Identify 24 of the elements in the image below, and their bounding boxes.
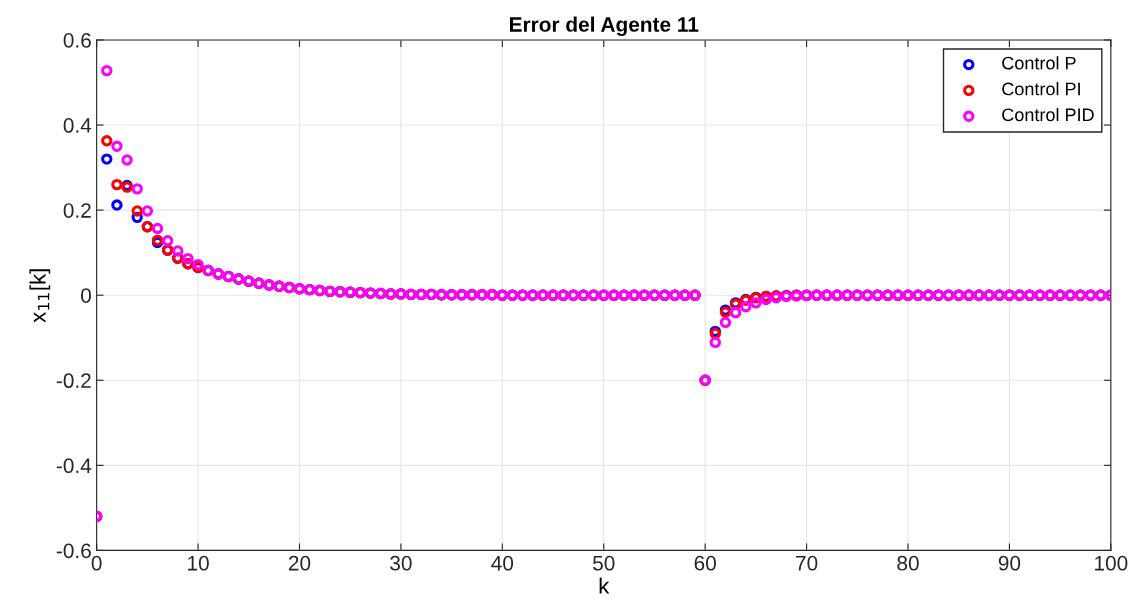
x-tick-label: 80 xyxy=(897,555,919,571)
y-tick-label: 0.4 xyxy=(63,118,92,133)
x-tick-label: 90 xyxy=(998,555,1021,571)
y-tick-label: -0.2 xyxy=(56,373,91,389)
x-tick-label: 100 xyxy=(1095,555,1128,571)
x-tick-label: 0 xyxy=(91,555,102,571)
y-tick-label: 0.6 xyxy=(63,32,91,48)
legend-label: Control PID xyxy=(1002,107,1094,122)
x-tick-label: 50 xyxy=(593,555,615,571)
x-tick-label: 30 xyxy=(390,555,412,571)
y-tick-label: -0.6 xyxy=(56,543,91,559)
x-tick-label: 70 xyxy=(796,555,818,571)
x-tick-label: 10 xyxy=(188,555,209,571)
x-tick-label: 60 xyxy=(694,555,716,571)
legend-label: Control PI xyxy=(1002,82,1080,96)
legend-label: Control P xyxy=(1002,56,1076,70)
x-axis-title: k xyxy=(599,577,610,594)
y-tick-label: 0.2 xyxy=(63,203,91,218)
chart-title: Error del Agente 11 xyxy=(510,16,699,37)
x-tick-label: 40 xyxy=(491,555,514,571)
y-tick-label: -0.4 xyxy=(56,458,92,474)
y-axis-title: x$_{11}$[k] xyxy=(29,269,51,323)
x-tick-label: 20 xyxy=(288,555,311,571)
y-tick-label: 0 xyxy=(81,288,91,303)
